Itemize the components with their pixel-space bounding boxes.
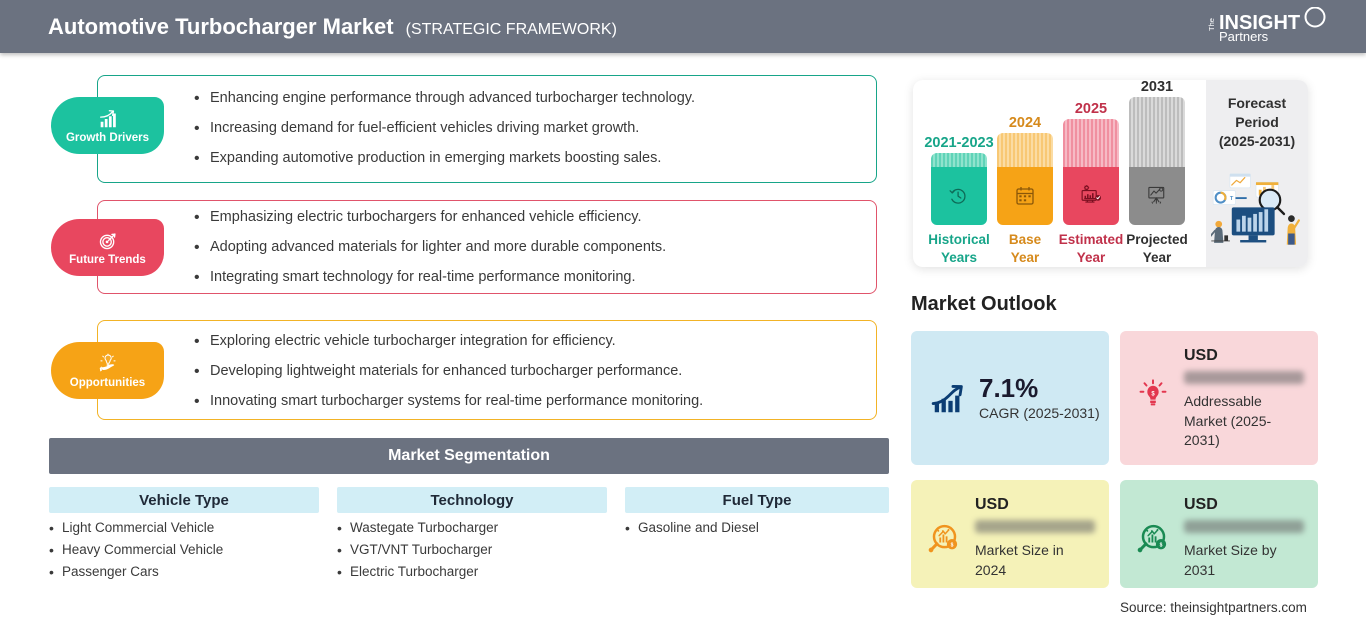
svg-text:T: T xyxy=(1230,196,1234,202)
svg-text:The: The xyxy=(1207,18,1216,31)
svg-text:$: $ xyxy=(1160,543,1163,549)
svg-text:Partners: Partners xyxy=(1219,29,1269,44)
svg-text:$: $ xyxy=(951,543,954,549)
